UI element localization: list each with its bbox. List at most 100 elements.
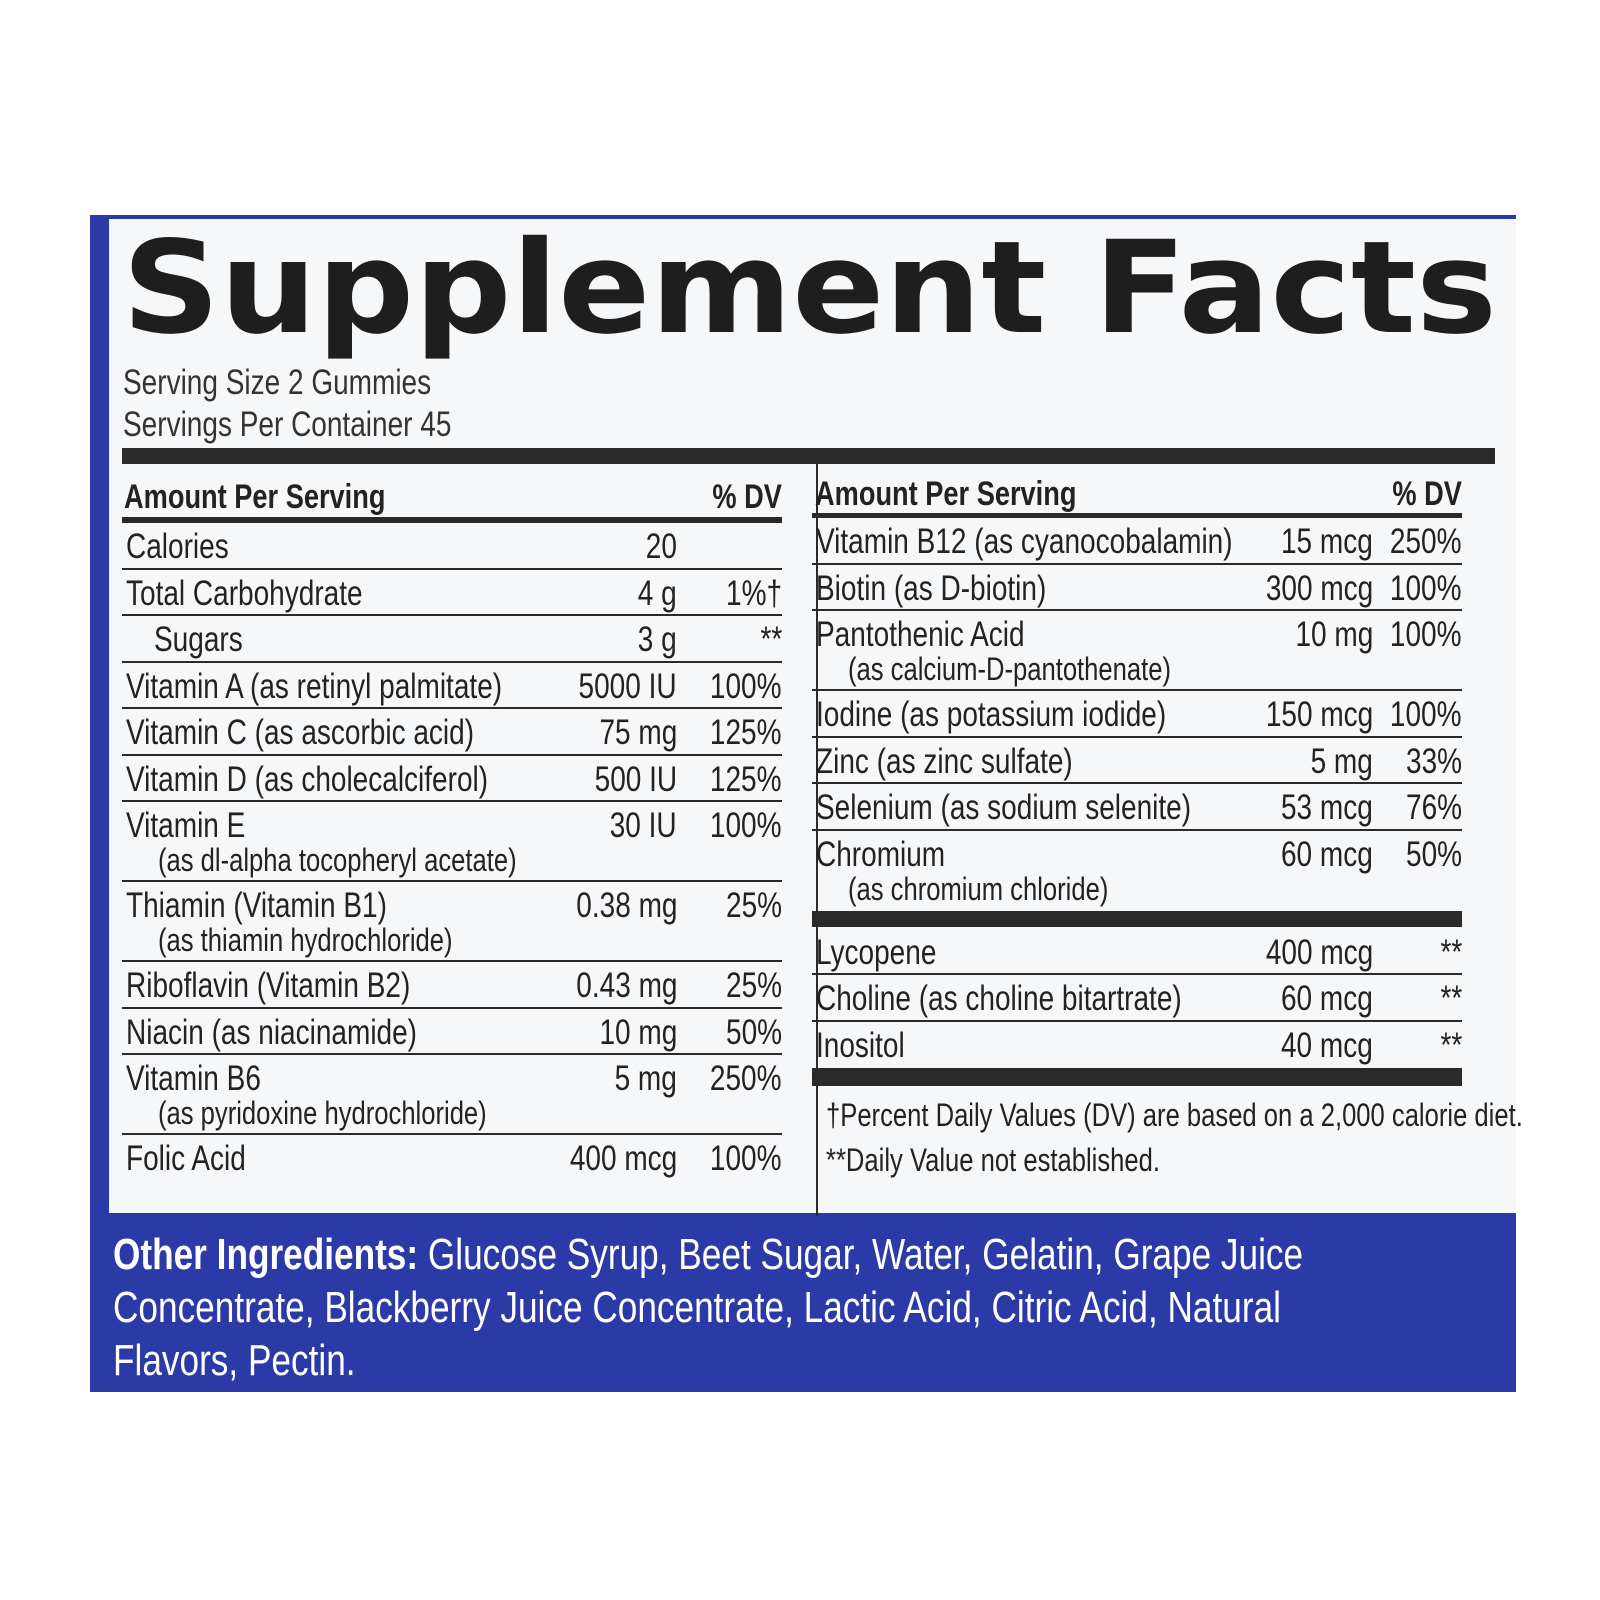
thick-rule [812, 910, 1462, 927]
row-name: Vitamin D (as cholecalciferol) [126, 759, 489, 799]
footnote: **Daily Value not established. [826, 1142, 1160, 1178]
row-amount: 500 IU [594, 759, 678, 799]
thick-rule [812, 1068, 1462, 1086]
row-rule [122, 660, 782, 663]
column-header: Amount Per Serving [815, 475, 1077, 513]
row-rule [122, 880, 782, 882]
row-note: (as dl-alpha tocopheryl acetate) [158, 842, 517, 878]
row-amount: 10 mg [599, 1012, 677, 1052]
row-amount: 5 mg [1310, 741, 1373, 781]
row-name: Folic Acid [126, 1139, 246, 1178]
row-rule [122, 960, 782, 962]
column-header: Amount Per Serving [124, 478, 386, 516]
row-amount: 3 g [638, 620, 677, 659]
row-dv: 33% [1405, 741, 1462, 781]
row-amount: 60 mcg [1281, 834, 1373, 874]
row-dv: ** [1440, 932, 1462, 972]
row-name: Vitamin B12 (as cyanocobalamin) [816, 522, 1233, 561]
row-name: Iodine (as potassium iodide) [816, 695, 1167, 734]
row-dv: 100% [710, 806, 782, 845]
row-rule [122, 567, 782, 570]
row-amount: 15 mcg [1281, 522, 1373, 561]
row-dv: ** [1440, 979, 1462, 1018]
row-rule [122, 753, 782, 756]
row-amount: 150 mcg [1265, 695, 1373, 734]
row-dv: 50% [725, 1012, 782, 1052]
row-rule [122, 707, 782, 709]
title-svg: Supplement Facts [122, 214, 1497, 363]
row-amount: 5000 IU [578, 666, 677, 706]
row-dv: 25% [725, 886, 782, 925]
row-name: Biotin (as D-biotin) [816, 568, 1047, 608]
row-rule [812, 562, 1462, 565]
row-rule [122, 1133, 782, 1135]
row-amount: 5 mg [614, 1059, 677, 1098]
row-name: Calories [126, 527, 229, 566]
thick-rule [122, 448, 1495, 464]
row-name: Choline (as choline bitartrate) [816, 979, 1182, 1018]
row-rule [812, 689, 1462, 691]
row-name: Chromium [816, 834, 946, 874]
row-dv: 76% [1405, 788, 1462, 827]
row-rule [812, 1019, 1462, 1022]
footnote: †Percent Daily Values (DV) are based on … [826, 1097, 1523, 1133]
row-rule [812, 782, 1462, 784]
row-dv: 125% [710, 713, 782, 752]
row-amount: 40 mcg [1281, 1025, 1373, 1065]
row-name: Total Carbohydrate [126, 573, 363, 613]
row-amount: 400 mcg [1265, 932, 1373, 972]
row-rule [812, 973, 1462, 975]
row-dv: 125% [710, 759, 782, 799]
row-name: Lycopene [816, 932, 937, 972]
row-rule [122, 1006, 782, 1009]
column-header: % DV [1392, 475, 1462, 513]
row-name: Zinc (as zinc sulfate) [816, 741, 1073, 781]
row-rule [812, 609, 1462, 611]
row-rule [122, 1053, 782, 1055]
row-dv: 250% [710, 1059, 782, 1098]
row-amount: 75 mg [599, 713, 677, 752]
row-name: Sugars [154, 620, 243, 659]
row-dv: ** [760, 620, 782, 659]
row-amount: 10 mg [1295, 615, 1373, 654]
row-note: (as chromium chloride) [848, 870, 1109, 907]
row-amount: 0.38 mg [575, 886, 677, 925]
row-amount: 300 mcg [1265, 568, 1373, 608]
title: Supplement Facts [122, 214, 1497, 363]
row-amount: 60 mcg [1281, 979, 1373, 1018]
row-note: (as pyridoxine hydrochloride) [158, 1095, 487, 1131]
row-dv: 100% [1390, 695, 1462, 734]
header-rule [122, 517, 782, 523]
row-note: (as calcium-D-pantothenate) [848, 651, 1171, 687]
serving-size: Serving Size 2 Gummies [123, 363, 432, 402]
row-rule [122, 800, 782, 802]
row-dv: 100% [710, 666, 782, 706]
row-dv: 100% [1390, 568, 1462, 608]
row-amount: 0.43 mg [575, 966, 677, 1005]
row-dv: 100% [710, 1139, 782, 1178]
row-amount: 20 [645, 527, 677, 566]
row-amount: 4 g [638, 573, 677, 613]
row-name: Inositol [816, 1025, 905, 1065]
row-dv: 50% [1405, 834, 1462, 874]
header-rule [812, 513, 1462, 518]
row-dv: 100% [1390, 615, 1462, 654]
ingredients-text: Glucose Syrup, Beet Sugar, Water, Gelati… [113, 1230, 1304, 1385]
column-header: % DV [712, 478, 782, 516]
column-divider [816, 464, 818, 1216]
row-dv: 1%† [725, 573, 782, 613]
row-dv: 25% [725, 966, 782, 1005]
ingredients: Other Ingredients: Glucose Syrup, Beet S… [113, 1228, 1373, 1387]
row-note: (as thiamin hydrochloride) [158, 922, 453, 958]
row-rule [812, 735, 1462, 738]
row-name: Vitamin B6 [126, 1059, 261, 1098]
facts-panel [109, 219, 1516, 1213]
row-dv: ** [1440, 1025, 1462, 1065]
row-rule [812, 828, 1462, 831]
servings-per-container: Servings Per Container 45 [123, 405, 452, 444]
row-name: Selenium (as sodium selenite) [816, 788, 1192, 827]
row-name: Vitamin C (as ascorbic acid) [126, 713, 475, 752]
ingredients-label: Other Ingredients: [113, 1230, 419, 1279]
row-amount: 53 mcg [1281, 788, 1373, 827]
